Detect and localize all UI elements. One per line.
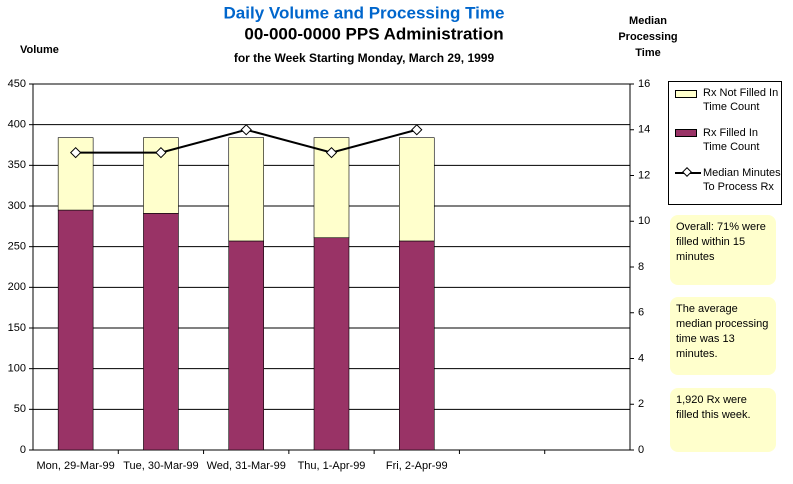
x-tick-label: Wed, 31-Mar-99 [207,460,286,472]
line-marker [240,124,252,136]
y2-tick-label: 6 [638,307,644,319]
chart-caption: for the Week Starting Monday, March 29, … [234,51,495,65]
y-tick-label: 0 [20,444,26,456]
y-tick-label: 400 [8,119,26,131]
bar-segment [228,240,264,451]
y-tick-label: 350 [8,159,26,171]
chart-subtitle: 00-000-0000 PPS Administration [244,24,503,43]
bar-segment [399,137,435,242]
line-marker [155,146,167,159]
bar-segment [228,137,264,242]
y-tick-label: 100 [8,363,26,375]
legend-key [675,167,701,177]
y-tick-label: 300 [8,200,26,212]
legend-label: Rx Not Filled In Time Count [703,87,779,113]
note: Overall: 71% were filled within 15 minut… [670,215,776,285]
y-tick-label: 150 [8,322,26,334]
y-tick-label: 50 [14,403,26,415]
x-tick-label: Mon, 29-Mar-99 [37,460,115,472]
y2-tick-label: 2 [638,398,644,410]
y-tick-label: 450 [8,78,26,90]
legend-label: Rx Filled In Time Count [703,127,760,153]
legend-marker [682,167,692,177]
bar-segment [399,240,435,451]
bar-segment [57,209,94,451]
x-tick-label: Fri, 2-Apr-99 [386,460,448,472]
y-axis-label: Volume [20,44,59,56]
y2-tick-label: 8 [638,261,644,273]
x-tick-label: Thu, 1-Apr-99 [298,460,366,472]
line-marker [69,146,82,159]
line-marker [325,146,338,159]
y-tick-label: 250 [8,241,26,253]
bar-segment [143,213,179,451]
y2-axis-label: Median Processing Time [618,15,678,59]
chart-title: Daily Volume and Processing Time [224,3,505,22]
legend-label: Median Minutes To Process Rx [703,167,781,193]
bar-segment [313,237,350,451]
line-marker [411,124,423,136]
y2-tick-label: 0 [638,444,644,456]
legend-key [675,129,697,137]
legend: Rx Not Filled In Time Count Rx Filled In… [668,81,782,205]
legend-key [675,90,697,98]
y2-tick-label: 12 [638,169,650,181]
y2-tick-label: 4 [638,352,644,364]
x-tick-label: Tue, 30-Mar-99 [123,460,198,472]
note: 1,920 Rx were filled this week. [670,388,776,452]
note: The average median processing time was 1… [670,297,776,375]
y2-tick-label: 14 [638,124,650,136]
y2-tick-label: 16 [638,78,650,90]
y-tick-label: 200 [8,281,26,293]
y2-tick-label: 10 [638,215,650,227]
